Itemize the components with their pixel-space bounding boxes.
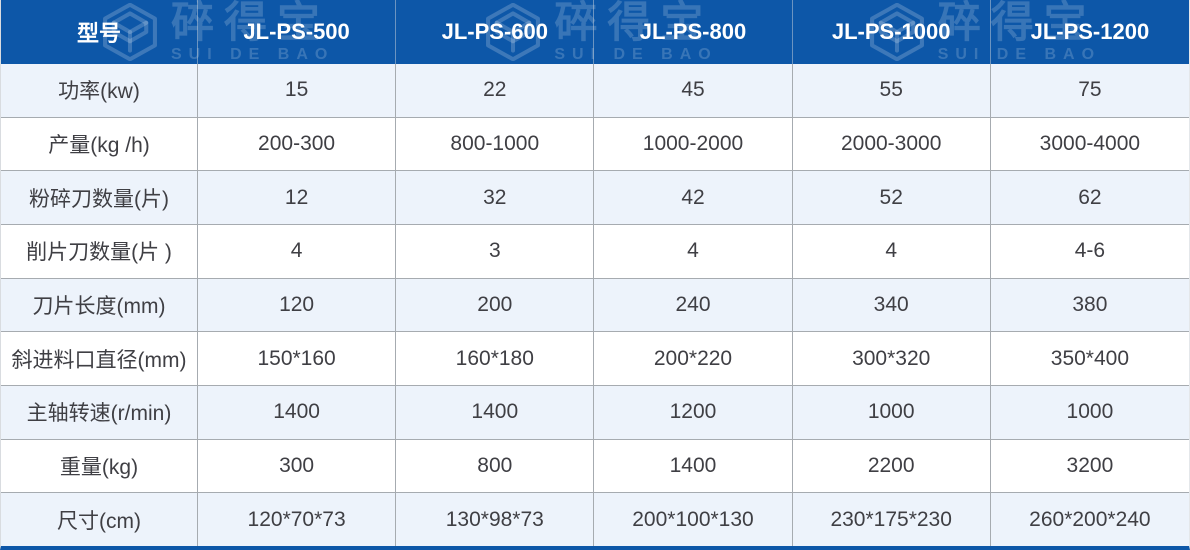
header-model-jl-ps-600: JL-PS-600 (396, 0, 595, 64)
table-row-blade-length: 刀片长度(mm) 120 200 240 340 380 (1, 278, 1189, 333)
spec-cell: 240 (594, 278, 793, 332)
spec-cell: 380 (1072, 293, 1108, 317)
spec-cell: 1000 (793, 386, 991, 439)
row-label: 粉碎刀数量(片) (1, 171, 198, 225)
table-row-chipping-blades: 削片刀数量(片 ) 4 3 4 4 4-6 (1, 225, 1189, 279)
row-label: 刀片长度(mm) (1, 278, 198, 332)
spec-cell: 4 (594, 225, 793, 278)
row-label: 主轴转速(r/min) (1, 386, 198, 439)
spec-cell: 130*98*73 (396, 493, 595, 547)
header-model-jl-ps-1200: JL-PS-1200 (1030, 19, 1150, 44)
spec-cell: 55 (793, 64, 991, 117)
spec-cell: 1000-2000 (594, 117, 793, 171)
spec-cell: 52 (793, 171, 991, 225)
spec-cell: 22 (396, 64, 595, 117)
spec-cell: 150*160 (198, 332, 397, 386)
header-model-label: 型号 (1, 0, 198, 64)
spec-cell: 260*200*240 (1029, 507, 1151, 531)
spec-cell: 4 (793, 225, 991, 278)
spec-cell: 800 (396, 439, 595, 493)
table-row-dimensions: 尺寸(cm) 120*70*73 130*98*73 200*100*130 2… (1, 493, 1189, 547)
spec-cell: 62 (1078, 185, 1102, 209)
spec-cell: 2000-3000 (793, 117, 991, 171)
table-row-weight: 重量(kg) 300 800 1400 2200 3200 (1, 439, 1189, 494)
header-model-jl-ps-1000: JL-PS-1000 (793, 0, 991, 64)
spec-cell: 12 (198, 171, 397, 225)
spec-cell: 1400 (396, 386, 595, 439)
spec-cell: 160*180 (396, 332, 595, 386)
spec-cell: 200 (396, 278, 595, 332)
spec-cell: 200-300 (198, 117, 397, 171)
spec-cell: 42 (594, 171, 793, 225)
header-model-jl-ps-800: JL-PS-800 (594, 0, 793, 64)
spec-cell: 4-6 (1074, 239, 1106, 263)
spec-cell: 3000-4000 (1039, 132, 1141, 155)
spec-cell: 300*320 (793, 332, 991, 386)
spec-cell: 200*220 (594, 332, 793, 386)
spec-cell: 32 (396, 171, 595, 225)
spec-cell: 3 (396, 225, 595, 278)
spec-cell: 120*70*73 (198, 493, 397, 547)
spec-cell: 1200 (594, 386, 793, 439)
spec-cell: 800-1000 (396, 117, 595, 171)
spec-cell: 1400 (198, 386, 397, 439)
table-row-inlet-diameter: 斜进料口直径(mm) 150*160 160*180 200*220 300*3… (1, 332, 1189, 387)
header-model-jl-ps-500: JL-PS-500 (198, 0, 397, 64)
spec-cell: 3200 (1066, 454, 1114, 478)
spec-cell: 4 (198, 225, 397, 278)
table-row-crushing-blades: 粉碎刀数量(片) 12 32 42 52 62 (1, 171, 1189, 226)
spec-cell: 200*100*130 (594, 493, 793, 547)
spec-cell: 350*400 (1050, 346, 1130, 370)
spec-cell: 300 (198, 439, 397, 493)
spec-cell: 340 (793, 278, 991, 332)
spec-cell: 120 (198, 278, 397, 332)
spec-cell: 1400 (594, 439, 793, 493)
row-label: 产量(kg /h) (1, 117, 198, 171)
row-label: 重量(kg) (1, 439, 198, 493)
table-row-spindle-speed: 主轴转速(r/min) 1400 1400 1200 1000 1000 (1, 386, 1189, 440)
spec-cell: 45 (594, 64, 793, 117)
spec-cell: 75 (1078, 78, 1102, 102)
spec-cell: 2200 (793, 439, 991, 493)
row-label: 削片刀数量(片 ) (1, 225, 198, 278)
table-row-output: 产量(kg /h) 200-300 800-1000 1000-2000 200… (1, 117, 1189, 172)
table-row-power: 功率(kw) 15 22 45 55 75 (1, 64, 1189, 118)
spec-cell: 15 (198, 64, 397, 117)
row-label: 功率(kw) (1, 64, 198, 117)
row-label: 尺寸(cm) (1, 493, 198, 547)
spec-cell: 1000 (1066, 400, 1114, 424)
table-header-row: 碎得宝 SUI DE BAO 碎得宝 SUI DE BAO (1, 0, 1189, 64)
spec-cell: 230*175*230 (793, 493, 991, 547)
row-label: 斜进料口直径(mm) (1, 332, 198, 386)
